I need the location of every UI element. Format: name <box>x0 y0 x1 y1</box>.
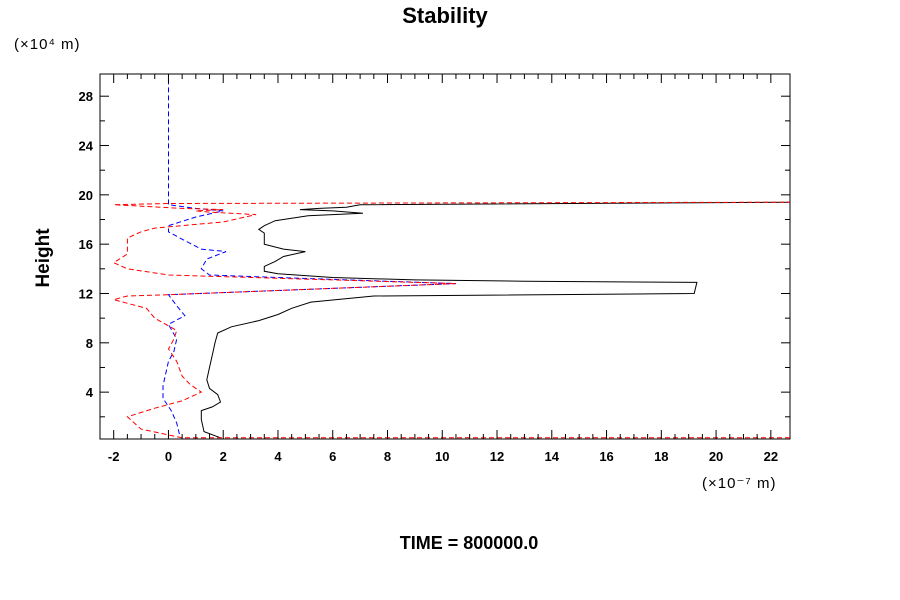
y-axis-label: Height <box>33 228 54 288</box>
x-tick-label: 20 <box>709 449 723 464</box>
series-layer <box>111 74 791 439</box>
x-tick-label: 18 <box>654 449 668 464</box>
plot-frame <box>99 73 791 440</box>
y-tick-label: 4 <box>86 385 94 400</box>
series-line-3 <box>111 201 791 439</box>
time-footer: TIME = 800000.0 <box>400 533 539 553</box>
x-tick-label: 10 <box>435 449 449 464</box>
y-tick-label: 8 <box>86 336 93 351</box>
x-tick-label: 16 <box>599 449 613 464</box>
x-tick-label: -2 <box>108 449 120 464</box>
x-unit-label: (×10⁻⁷ m) <box>702 475 776 492</box>
x-tick-label: 4 <box>274 449 282 464</box>
x-tick-label: 6 <box>329 449 336 464</box>
x-tick-label: 0 <box>165 449 172 464</box>
y-tick-label: 24 <box>79 139 94 154</box>
x-tick-label: 14 <box>545 449 560 464</box>
y-tick-label: 28 <box>79 89 93 104</box>
series-line-2 <box>162 74 457 435</box>
y-unit-label: (×10⁴ m) <box>14 36 81 53</box>
chart-title: Stability <box>402 3 488 28</box>
y-tick-label: 20 <box>79 188 93 203</box>
y-tick-label: 16 <box>79 237 93 252</box>
x-tick-label: 22 <box>764 449 778 464</box>
x-tick-label: 2 <box>220 449 227 464</box>
x-tick-label: 12 <box>490 449 504 464</box>
y-tick-label: 12 <box>79 286 93 301</box>
x-tick-label: 8 <box>384 449 391 464</box>
series-line-1 <box>200 201 791 439</box>
